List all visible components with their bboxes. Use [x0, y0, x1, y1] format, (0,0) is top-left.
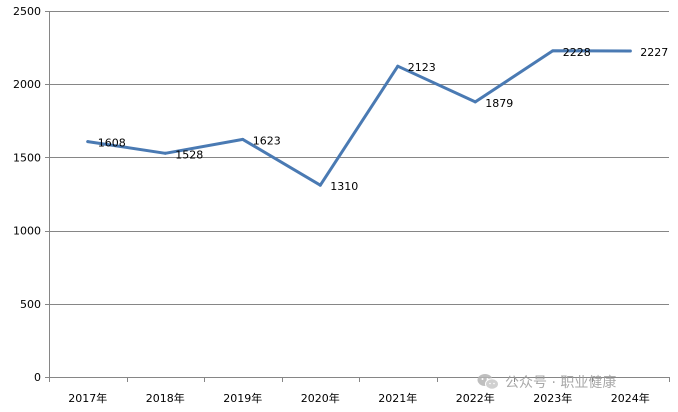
data-point	[163, 151, 167, 155]
data-point	[86, 140, 90, 144]
data-label: 2228	[563, 46, 591, 59]
x-tick-label: 2023年	[533, 391, 572, 405]
data-point	[396, 64, 400, 68]
y-tick-label: 2000	[13, 78, 41, 91]
y-tick-label: 500	[20, 298, 41, 311]
watermark-text: 公众号 · 职业健康	[505, 375, 617, 391]
axes	[45, 11, 670, 382]
wechat-icon	[477, 373, 499, 391]
data-label: 1310	[330, 180, 358, 193]
x-tick-labels: 2017年 2018年 2019年 2020年 2021年 2022年 2023年 2024年	[68, 391, 650, 405]
y-tick-label: 0	[34, 371, 41, 384]
y-tick-labels: 0 500 1000 1500 2000 2500	[13, 5, 41, 384]
data-labels: 1608 1528 1623 1310 2123 1879 2228 2227	[98, 46, 669, 193]
series-line-path	[86, 49, 632, 187]
x-tick-label: 2022年	[456, 391, 495, 405]
gridlines	[49, 11, 669, 305]
x-tick-label: 2019年	[223, 391, 262, 405]
data-label: 2123	[408, 61, 436, 74]
data-point	[551, 49, 555, 53]
data-point	[318, 183, 322, 187]
data-label: 1528	[175, 148, 203, 161]
x-tick-label: 2024年	[611, 391, 650, 405]
data-label: 1623	[253, 134, 281, 147]
watermark: 公众号 · 职业健康	[477, 372, 616, 392]
data-point	[241, 137, 245, 141]
data-point	[473, 100, 477, 104]
y-tick-label: 2500	[13, 5, 41, 18]
data-label: 1608	[98, 137, 126, 150]
y-tick-label: 1000	[13, 225, 41, 238]
data-point	[628, 49, 632, 53]
y-tick-label: 1500	[13, 151, 41, 164]
x-tick-label: 2017年	[68, 391, 107, 405]
x-tick-label: 2020年	[301, 391, 340, 405]
series-line	[86, 49, 632, 187]
data-label: 2227	[640, 46, 668, 59]
x-tick-label: 2021年	[378, 391, 417, 405]
data-label: 1879	[485, 97, 513, 110]
x-tick-label: 2018年	[146, 391, 185, 405]
